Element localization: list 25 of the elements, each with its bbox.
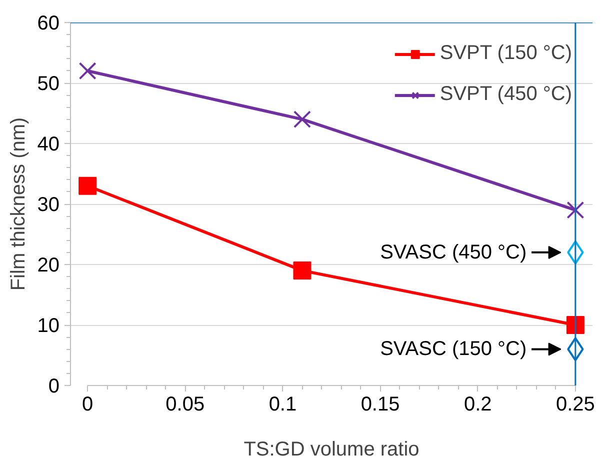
y-tick-label: 0 — [48, 376, 60, 398]
x-tick-label: 0.1 — [268, 394, 297, 416]
y-axis-title: Film thickness (nm) — [7, 117, 30, 291]
x-tick-label: 0.2 — [464, 394, 492, 416]
x-tick-label: 0.05 — [166, 394, 205, 416]
point — [78, 62, 96, 80]
point — [566, 201, 584, 219]
y-tick-label: 30 — [37, 194, 60, 216]
x-tick-label: 0 — [82, 394, 94, 416]
legend-label: SVPT (150 °C) — [440, 42, 572, 65]
point — [293, 262, 312, 280]
y-tick-label: 20 — [37, 254, 60, 276]
y-tick-label: 50 — [37, 73, 60, 95]
y-tick-label: 60 — [37, 12, 60, 34]
annotation: SVASC (150 °C) — [380, 338, 527, 360]
point — [78, 176, 97, 195]
annotation: SVASC (450 °C) — [380, 241, 527, 264]
x-tick-label: 0.15 — [360, 394, 400, 416]
point — [293, 110, 312, 128]
y-tick-label: 40 — [37, 134, 60, 156]
x-tick-label: 0.25 — [556, 394, 595, 416]
x-axis-title: TS:GD volume ratio — [244, 438, 420, 460]
point — [566, 316, 584, 334]
y-tick-label: 10 — [37, 315, 60, 337]
legend-label: SVPT (450 °C) — [440, 83, 572, 106]
